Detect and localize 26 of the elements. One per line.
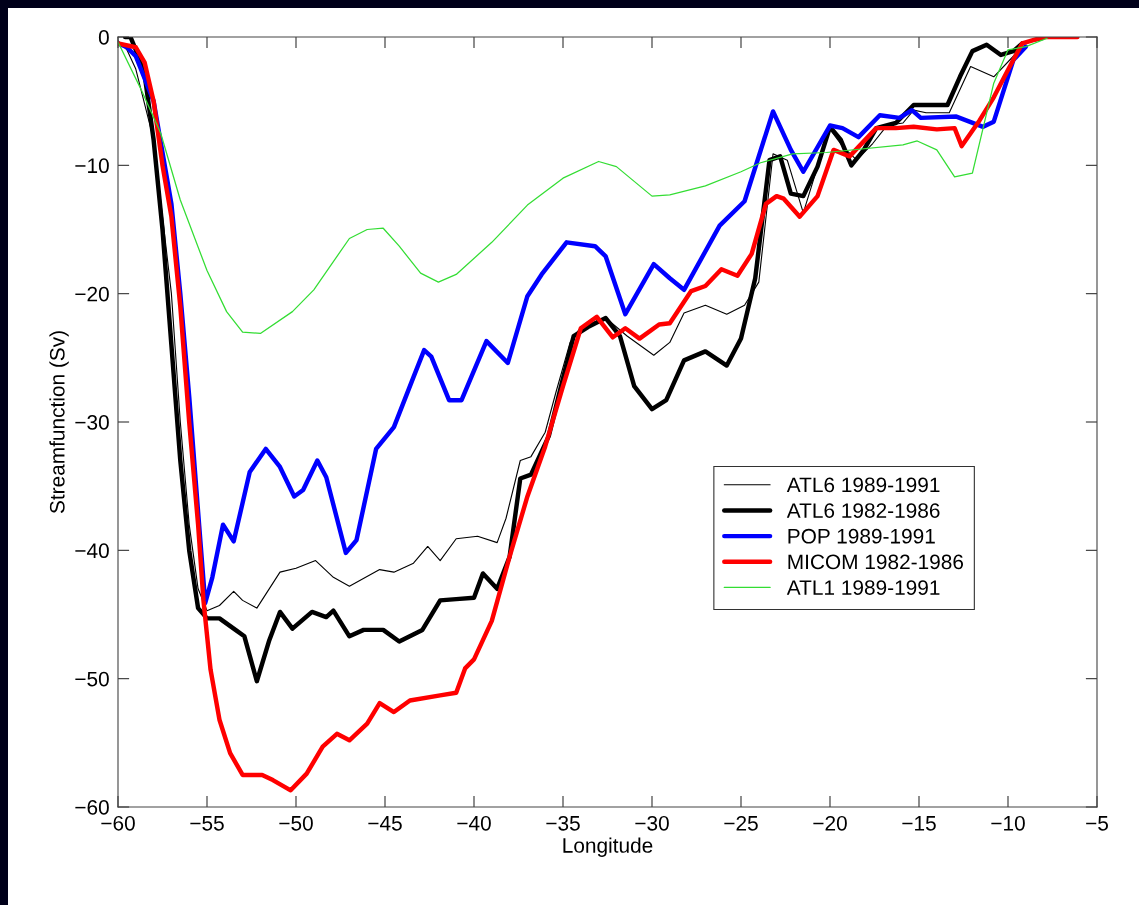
legend-label: ATL6 1982-1986 [786,503,940,518]
x-tick-label: −60 [101,815,135,831]
y-tick-label: −60 [75,800,109,815]
x-tick-label: −30 [635,815,669,831]
legend-label: ATL1 1989-1991 [786,580,940,595]
x-tick-label: −20 [813,815,847,831]
y-tick-label: −40 [75,543,109,559]
x-tick-label: −10 [991,815,1025,831]
legend-label: POP 1989-1991 [788,528,935,544]
x-axis-title: Longitude [563,837,653,857]
x-tick-label: −15 [902,816,936,831]
legend-label: MICOM 1982-1986 [788,554,964,570]
y-tick-label: −30 [75,415,109,430]
x-tick-label: −55 [190,816,224,831]
y-tick-label: −10 [75,158,109,174]
x-tick-label: −40 [457,815,491,831]
x-tick-label: −5 [1086,816,1108,831]
y-tick-label: 0 [98,30,109,45]
y-tick-label: −20 [75,286,109,302]
x-tick-label: −35 [546,815,580,831]
legend-label: ATL6 1989-1991 [786,477,940,493]
x-tick-label: −25 [724,815,758,831]
y-tick-label: −50 [75,671,109,687]
x-tick-label: −50 [279,815,313,831]
x-tick-label: −45 [368,816,402,831]
y-axis-title: Streamfunction (Sv) [49,331,69,514]
